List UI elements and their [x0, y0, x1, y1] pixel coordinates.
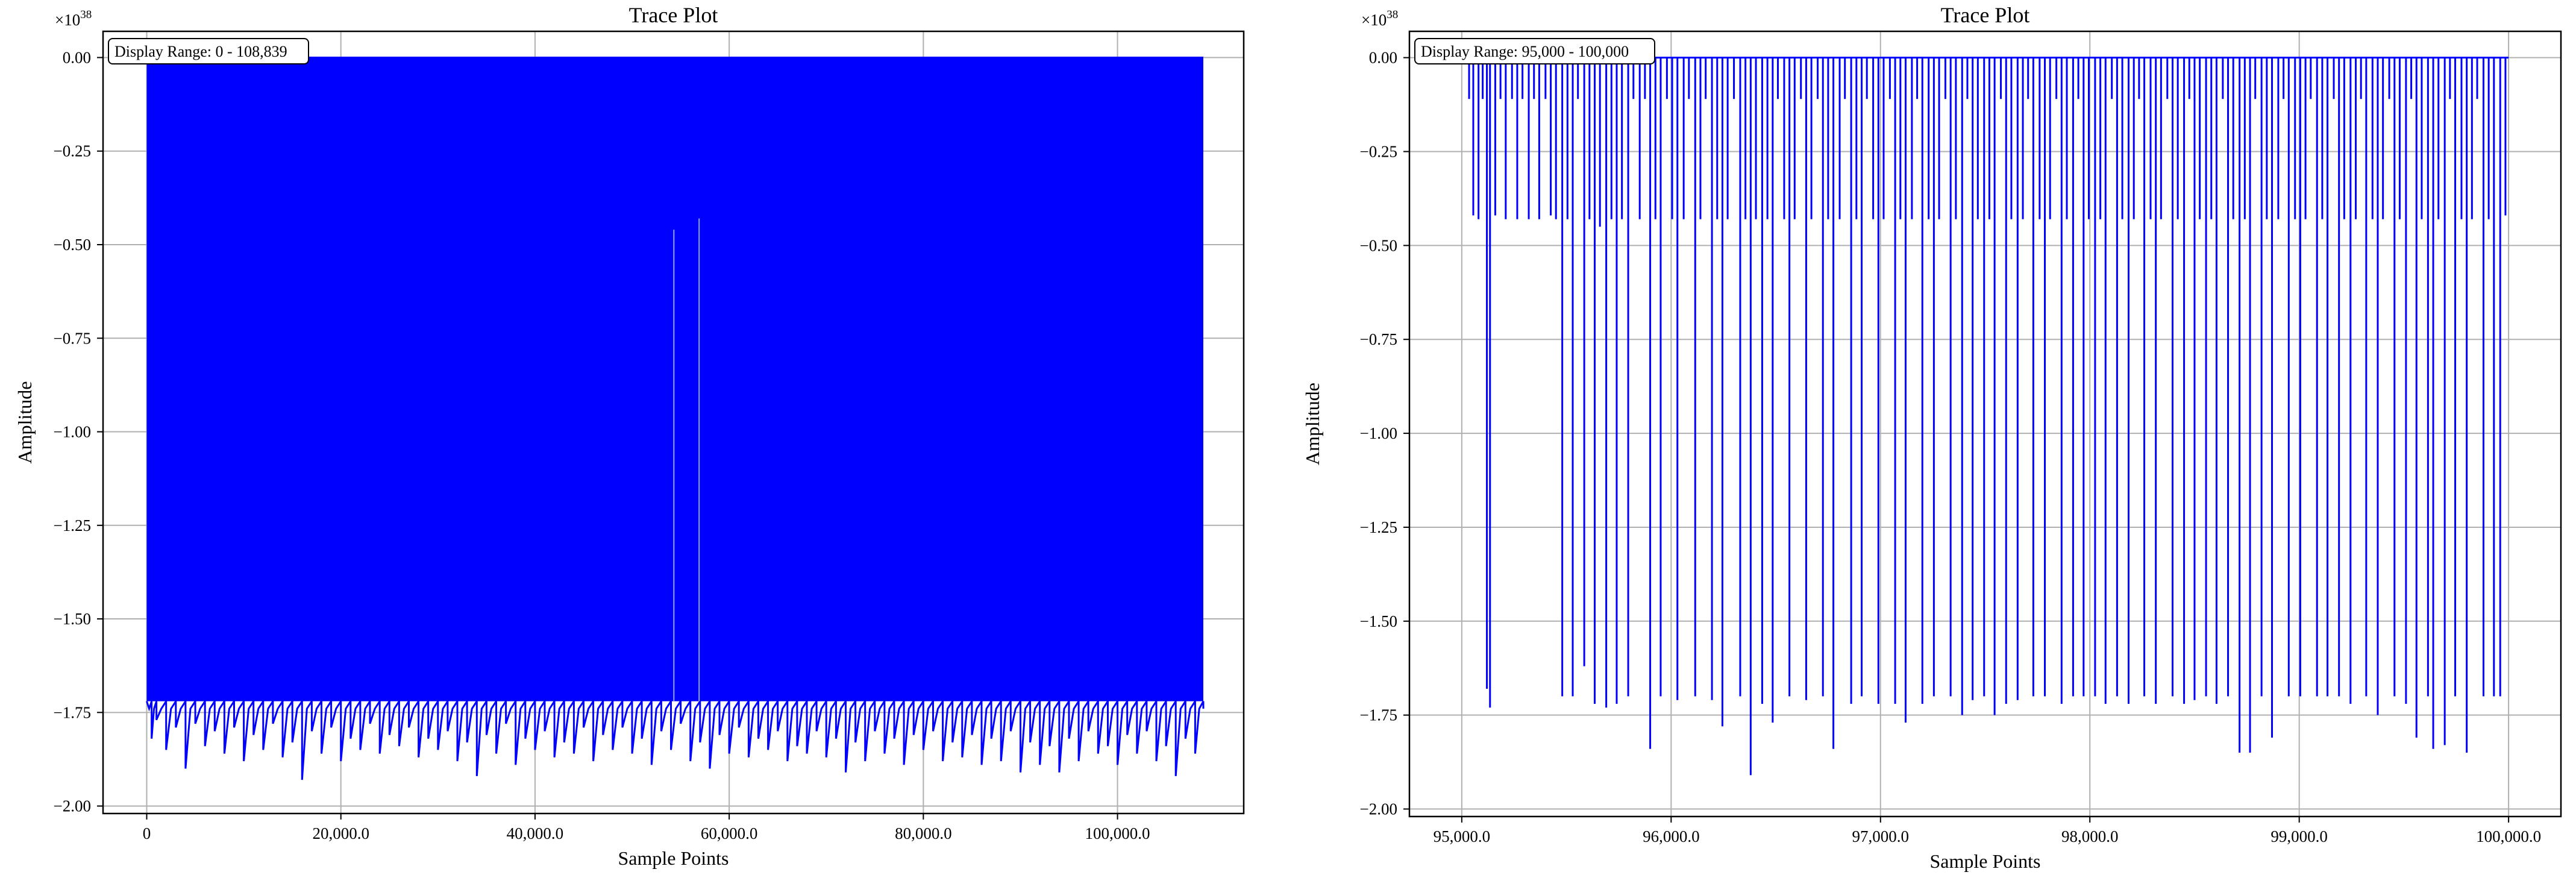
y-multiplier-label: ×1038: [55, 8, 92, 29]
y-tick-label: 0.00: [63, 48, 91, 66]
x-tick-label: 100,000.0: [1085, 824, 1150, 842]
display-range-annotation: Display Range: 95,000 - 100,000: [1414, 38, 1655, 64]
annotation-box: [108, 38, 309, 64]
y-multiplier-exponent: 38: [1387, 8, 1398, 21]
y-tick-label: −1.00: [54, 423, 91, 441]
y-multiplier-label: ×1038: [1361, 8, 1398, 29]
annotation-text: Display Range: 95,000 - 100,000: [1421, 43, 1629, 60]
trace-series: [146, 56, 1205, 780]
y-tick-label: −0.25: [54, 142, 91, 160]
y-multiplier-exponent: 38: [80, 8, 92, 21]
plot-frame: [1408, 30, 2562, 818]
chart-title: Trace Plot: [1941, 3, 2030, 27]
y-tick-label: −1.75: [1360, 706, 1397, 724]
display-range-annotation: Display Range: 0 - 108,839: [108, 38, 309, 64]
y-multiplier-base: ×10: [1361, 11, 1387, 29]
y-multiplier-base: ×10: [55, 11, 80, 29]
y-tick-label: −0.75: [54, 329, 91, 347]
x-tick-label: 95,000.0: [1434, 827, 1491, 845]
y-tick-label: −1.75: [54, 703, 91, 721]
trace-lower-envelope: [146, 698, 1205, 780]
trace-series: [1461, 57, 2509, 776]
x-tick-label: 99,000.0: [2270, 827, 2328, 845]
chart-svg: 95,000.0 96,000.0 97,000.0 98,000.0 99,000.0…: [1302, 3, 2562, 872]
y-axis-label: Amplitude: [14, 381, 36, 464]
y-tick-label: −1.25: [1360, 518, 1397, 536]
y-tick-label: −0.50: [54, 236, 91, 254]
y-tick-label: −0.75: [1360, 330, 1397, 348]
y-axis-label: Amplitude: [1302, 383, 1323, 465]
trace-plot-zoomed-range: 95,000.0 96,000.0 97,000.0 98,000.0 99,000.0…: [1288, 0, 2576, 881]
x-tick-label: 60,000.0: [701, 824, 758, 842]
y-tick-label: −2.00: [1360, 800, 1397, 818]
x-tick-label: 97,000.0: [1852, 827, 1910, 845]
dense-trace-band: [146, 57, 1203, 701]
y-tick-label: 0.00: [1369, 49, 1397, 67]
x-axis-label: Sample Points: [1929, 850, 2040, 872]
y-tick-label: −0.25: [1360, 143, 1397, 161]
y-tick-label: −1.50: [1360, 612, 1397, 630]
chart-svg: 0 20,000.0 40,000.0 60,000.0 80,000.0 100,000…: [14, 3, 1245, 869]
y-tick-label: −0.50: [1360, 236, 1397, 254]
y-tick-label: −2.00: [54, 797, 91, 815]
grid: [1409, 31, 2561, 817]
x-tick-label: 80,000.0: [895, 824, 952, 842]
annotation-box: [1414, 38, 1655, 64]
y-tick-label: −1.00: [1360, 424, 1397, 442]
y-tick-label: −1.50: [54, 610, 91, 628]
y-tick-label: −1.25: [54, 516, 91, 535]
annotation-text: Display Range: 0 - 108,839: [114, 43, 287, 60]
x-tick-label: 0: [143, 824, 151, 842]
x-axis-label: Sample Points: [618, 847, 729, 869]
x-tick-label: 20,000.0: [312, 824, 369, 842]
x-tick-label: 40,000.0: [507, 824, 564, 842]
chart-title: Trace Plot: [629, 3, 718, 27]
trace-plot-full-range: 0 20,000.0 40,000.0 60,000.0 80,000.0 100,000…: [14, 3, 1245, 869]
x-tick-label: 100,000.0: [2476, 827, 2541, 845]
x-tick-label: 98,000.0: [2061, 827, 2119, 845]
plot-frame: [102, 30, 1245, 815]
x-tick-label: 96,000.0: [1643, 827, 1700, 845]
